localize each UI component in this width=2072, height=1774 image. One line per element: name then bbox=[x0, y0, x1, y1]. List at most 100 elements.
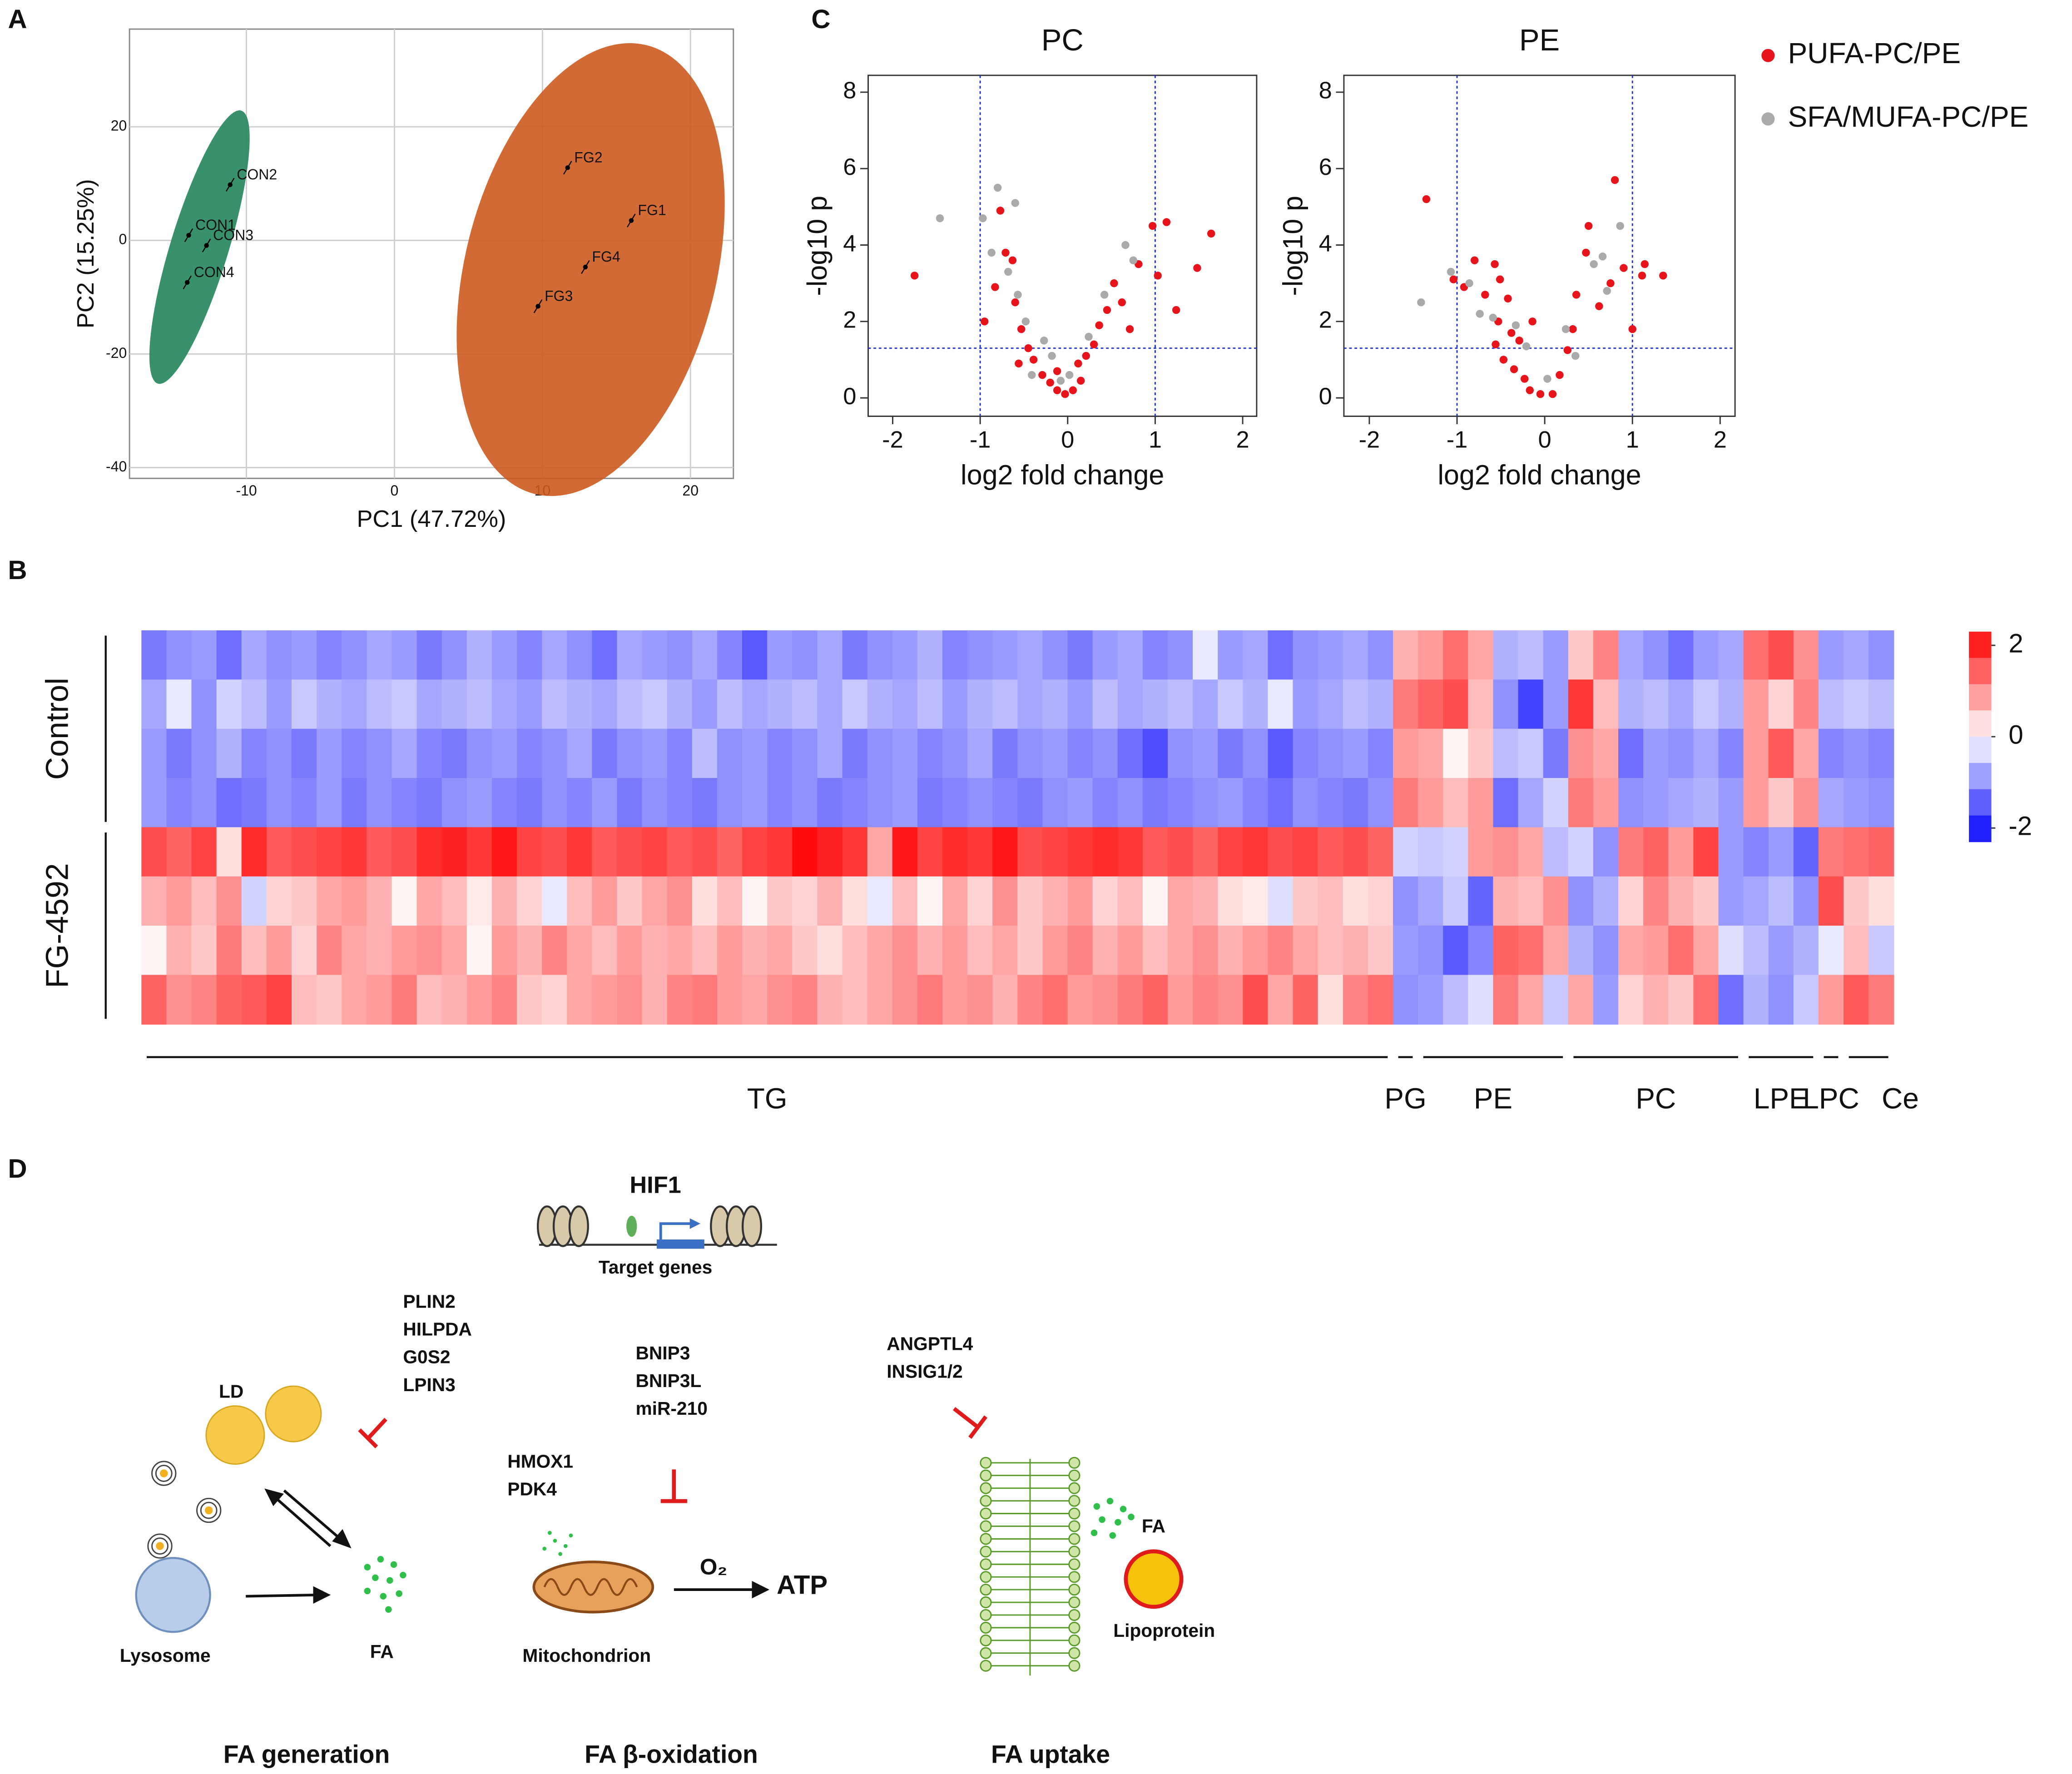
heatmap-cell bbox=[392, 926, 417, 976]
heatmap-cell bbox=[1243, 728, 1269, 779]
heatmap-cell bbox=[1318, 876, 1343, 927]
point bbox=[1598, 253, 1607, 261]
lipid-head bbox=[980, 1507, 992, 1520]
group-label: PC bbox=[1636, 1082, 1676, 1115]
heatmap-cell bbox=[1543, 630, 1569, 680]
heatmap-cell bbox=[1718, 728, 1744, 779]
heatmap-cell bbox=[817, 975, 843, 1025]
heatmap-cell bbox=[1368, 630, 1394, 680]
heatmap-cell bbox=[642, 926, 668, 976]
heatmap-cell bbox=[817, 679, 843, 729]
chart-title: PC bbox=[1041, 23, 1084, 57]
nucleosomes bbox=[536, 1205, 763, 1247]
point bbox=[993, 183, 1002, 192]
heatmap-cell bbox=[1693, 679, 1719, 729]
lipid-head bbox=[980, 1634, 992, 1646]
point bbox=[1038, 371, 1046, 379]
heatmap-cell bbox=[441, 679, 467, 729]
heatmap-cell bbox=[1117, 778, 1143, 828]
heatmap-cell bbox=[1092, 679, 1118, 729]
point bbox=[1528, 317, 1537, 326]
heatmap-cell bbox=[792, 876, 818, 927]
heatmap-cell bbox=[1017, 926, 1043, 976]
heatmap-cell bbox=[1768, 827, 1794, 877]
heatmap-cell bbox=[742, 876, 768, 927]
heatmap-cell bbox=[1418, 876, 1444, 927]
tss-arrow bbox=[659, 1222, 695, 1240]
heatmap-cell bbox=[191, 975, 217, 1025]
heatmap-cell bbox=[667, 926, 693, 976]
y-tick-label: 0 bbox=[843, 383, 856, 410]
lipid-head bbox=[1068, 1457, 1081, 1469]
heatmap-cell bbox=[1843, 778, 1869, 828]
panel-letter: D bbox=[8, 1154, 27, 1184]
heatmap-cell bbox=[166, 679, 192, 729]
heatmap-cell bbox=[166, 827, 192, 877]
heatmap-cell bbox=[1092, 926, 1118, 976]
heatmap-cell bbox=[317, 728, 342, 779]
heatmap-cell bbox=[567, 975, 593, 1025]
heatmap-cell bbox=[642, 679, 668, 729]
heatmap-cell bbox=[642, 630, 668, 680]
y-tick-label: -40 bbox=[106, 458, 127, 475]
heatmap-cell bbox=[592, 975, 618, 1025]
heatmap-cell bbox=[1167, 630, 1194, 680]
lipid-head bbox=[1068, 1533, 1081, 1545]
heatmap-cell bbox=[342, 926, 367, 976]
y-tick-label: 8 bbox=[843, 78, 856, 104]
heatmap-cell bbox=[967, 975, 993, 1025]
heatmap-cell bbox=[166, 926, 192, 976]
heatmap-cell bbox=[692, 728, 718, 779]
x-tick-label: -2 bbox=[882, 427, 903, 453]
heatmap-cell bbox=[466, 679, 493, 729]
heatmap-cell bbox=[1793, 827, 1819, 877]
heatmap-cell bbox=[291, 876, 317, 927]
heatmap-cell bbox=[1017, 679, 1043, 729]
point bbox=[1496, 275, 1504, 283]
label: LD bbox=[219, 1381, 243, 1402]
arrows bbox=[246, 1488, 769, 1604]
heatmap-cell bbox=[967, 876, 993, 927]
heatmap-cell bbox=[592, 876, 618, 927]
heatmap-cell bbox=[1218, 679, 1244, 729]
heatmap-cell bbox=[817, 876, 843, 927]
heatmap-cell bbox=[1293, 679, 1319, 729]
heatmap-cell bbox=[1042, 926, 1068, 976]
heatmap-cell bbox=[917, 728, 943, 779]
heatmap-cell bbox=[692, 679, 718, 729]
x-tick-label: -2 bbox=[1359, 427, 1380, 453]
point bbox=[1476, 310, 1484, 318]
plot-frame bbox=[1343, 74, 1736, 417]
point bbox=[535, 304, 540, 309]
heatmap-cell bbox=[166, 630, 192, 680]
heatmap-cell bbox=[1218, 926, 1244, 976]
heatmap-cell bbox=[892, 827, 918, 877]
heatmap-cell bbox=[742, 975, 768, 1025]
heatmap-cell bbox=[1017, 728, 1043, 779]
heatmap-cell bbox=[792, 975, 818, 1025]
lipid-head bbox=[1068, 1507, 1081, 1520]
point bbox=[1082, 352, 1090, 360]
heatmap-cell bbox=[1768, 778, 1794, 828]
heatmap-cell bbox=[617, 778, 643, 828]
y-axis-label: -log10 p bbox=[802, 196, 833, 296]
heatmap-cell bbox=[1793, 778, 1819, 828]
point bbox=[1014, 291, 1022, 299]
heatmap-cell bbox=[542, 778, 568, 828]
point bbox=[1449, 275, 1457, 283]
heatmap-cell bbox=[1293, 926, 1319, 976]
heatmap-cell bbox=[266, 778, 292, 828]
point bbox=[1121, 241, 1130, 249]
point bbox=[1595, 302, 1603, 310]
heatmap-cell bbox=[1618, 630, 1644, 680]
heatmap-cell bbox=[792, 926, 818, 976]
caption: FA uptake bbox=[991, 1740, 1110, 1768]
heatmap-cell bbox=[1493, 926, 1519, 976]
group-label: Ce bbox=[1882, 1082, 1919, 1115]
heatmap-cell bbox=[1718, 679, 1744, 729]
heatmap-cell bbox=[466, 778, 493, 828]
point bbox=[1129, 256, 1137, 264]
heatmap-cell bbox=[642, 975, 668, 1025]
heatmap-cell bbox=[1768, 630, 1794, 680]
